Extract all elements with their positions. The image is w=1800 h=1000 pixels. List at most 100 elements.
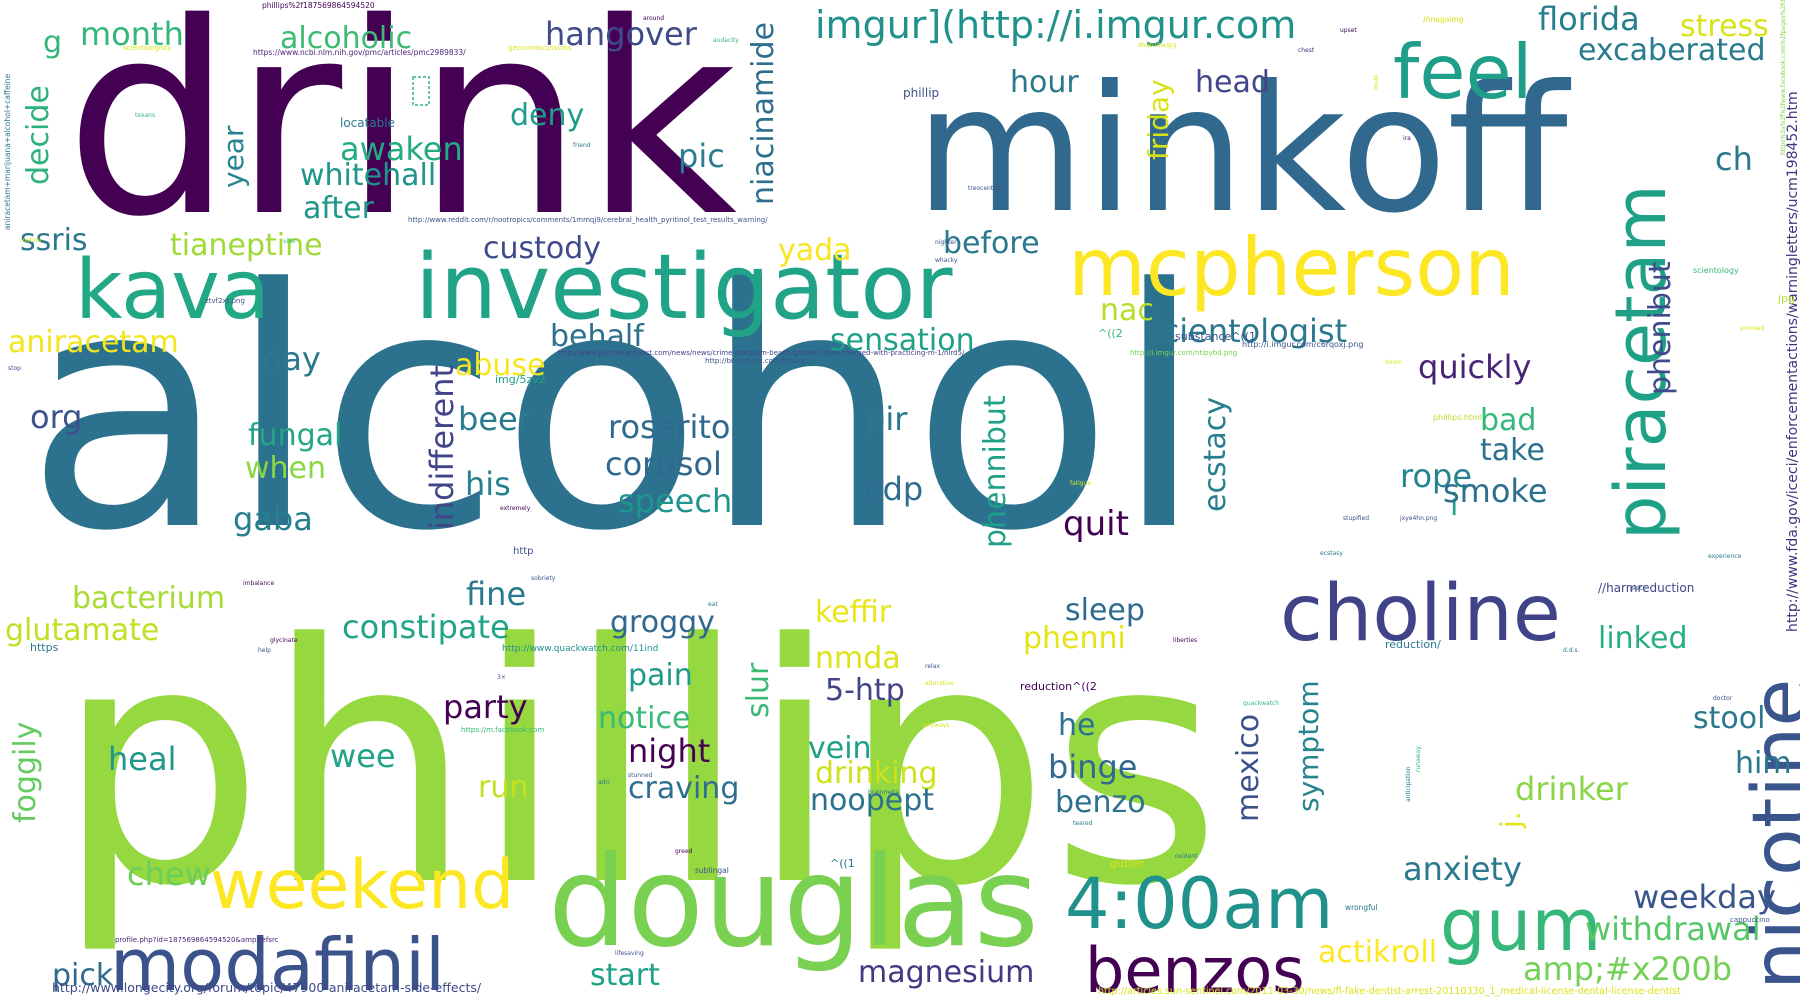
cloud-word: feel: [1393, 28, 1533, 116]
cloud-word: gum: [1440, 883, 1601, 967]
cloud-word: hangover: [545, 15, 698, 53]
cloud-word: sensation: [830, 323, 975, 358]
cloud-word: groggy: [610, 605, 715, 640]
cloud-word: amp;#x200b: [1523, 950, 1732, 988]
cloud-word: http://www.palmbeachpost.com/news/news/c…: [558, 349, 965, 357]
cloud-word: aniracetam: [8, 325, 179, 360]
decorative-box-icon: [412, 76, 430, 106]
cloud-word: vids: [283, 238, 295, 245]
cloud-word: slur: [741, 662, 776, 718]
cloud-word: stunned: [628, 772, 653, 779]
cloud-word: constipate: [342, 608, 510, 646]
cloud-word: stupified: [1343, 515, 1369, 522]
cloud-word: proceed: [1740, 325, 1764, 332]
cloud-word: oxident: [1175, 853, 1198, 860]
cloud-word: stop: [8, 365, 21, 372]
cloud-word: symptom: [1292, 680, 1325, 812]
cloud-word: 5-htp: [825, 673, 905, 708]
cloud-word: wrongful: [1345, 903, 1378, 912]
cloud-word: day: [262, 340, 321, 378]
cloud-word: drinking: [815, 756, 938, 791]
cloud-word: friend: [573, 142, 591, 149]
cloud-word: substance^((1: [1175, 330, 1256, 343]
cloud-word: yada: [778, 233, 852, 268]
cloud-word: fine: [466, 575, 526, 613]
cloud-word: pain: [628, 658, 693, 693]
cloud-word: piracetam: [1600, 184, 1682, 540]
cloud-word: jpg: [1777, 292, 1795, 305]
cloud-word: sleep: [1065, 593, 1145, 628]
cloud-word: mcpherson: [1068, 221, 1515, 314]
cloud-word: vein: [808, 731, 872, 766]
cloud-word: http://i.imgur.com/ntipybd.png: [1130, 349, 1237, 357]
cloud-word: rosarito: [608, 408, 730, 446]
cloud-word: ecstacy: [1198, 397, 1233, 512]
cloud-word: audacity: [713, 37, 739, 44]
cloud-word: http://www.reddit.com/r/nootropics/comme…: [408, 216, 768, 224]
cloud-word: whacky: [935, 257, 958, 264]
cloud-word: http://i.imgur.com/c6rqoxj.png: [1242, 340, 1363, 349]
cloud-word: texans: [135, 112, 155, 119]
cloud-word: gutter: [1110, 857, 1144, 870]
cloud-word: choline: [1280, 569, 1561, 659]
cloud-word: take: [1480, 433, 1545, 468]
cloud-word: hour: [1010, 65, 1079, 100]
cloud-word: sobriety: [531, 575, 556, 582]
cloud-word: brainmeta: [868, 789, 899, 796]
cloud-word: jxye4hn.png: [1399, 515, 1437, 522]
cloud-word: alcohol: [25, 219, 1205, 603]
cloud-word: 3×: [497, 674, 506, 681]
cloud-word: speech: [618, 482, 732, 520]
cloud-word: help: [258, 647, 271, 654]
cloud-word: phillip: [903, 86, 939, 100]
cloud-word: glycinate: [270, 637, 298, 644]
cloud-word: ira: [1403, 135, 1411, 142]
cloud-word: magnesium: [858, 955, 1034, 990]
cloud-word: http://www.fda.gov/iceci/enforcementacti…: [1785, 91, 1800, 632]
cloud-word: cdp: [865, 470, 923, 508]
cloud-word: //magaimg: [1423, 15, 1464, 24]
cloud-word: greed: [675, 848, 693, 855]
cloud-word: before: [943, 226, 1040, 261]
cloud-word: weekend: [210, 846, 514, 925]
cloud-word: binge: [1048, 748, 1137, 786]
cloud-word: excaberated: [1578, 33, 1766, 68]
cloud-word: friday: [1142, 79, 1175, 160]
cloud-word: runaway: [1415, 746, 1422, 772]
cloud-word: withdrawal: [1585, 910, 1761, 948]
cloud-word: modafinil: [110, 923, 445, 1000]
cloud-word: piece: [1630, 585, 1646, 592]
cloud-word: his: [465, 465, 511, 503]
cloud-word: scientologist: [1145, 312, 1347, 350]
cloud-word: party: [443, 688, 528, 726]
cloud-word: anyways: [923, 722, 949, 729]
cloud-word: tianeptine: [170, 228, 323, 263]
cloud-word: upset: [1340, 27, 1357, 34]
cloud-word: douglas: [548, 830, 1039, 975]
cloud-word: g: [43, 25, 62, 60]
cloud-word: keffir: [815, 595, 892, 630]
cloud-word: alterative: [925, 680, 954, 687]
cloud-word: wee: [330, 737, 396, 775]
cloud-word: ssris: [20, 223, 88, 258]
cloud-word: j.: [1494, 811, 1527, 829]
cloud-word: anxiety: [1403, 850, 1522, 888]
cloud-word: alcoholic: [280, 21, 412, 56]
cloud-word: //harmreduction: [1598, 581, 1694, 595]
cloud-word: org: [30, 398, 82, 436]
cloud-word: quickly: [1418, 348, 1531, 386]
cloud-word: drinker: [1515, 770, 1629, 808]
cloud-word: d.d.s.: [1563, 647, 1580, 654]
cloud-word: benzos: [1085, 934, 1305, 1000]
cloud-word: teared: [1073, 820, 1093, 827]
cloud-word: scientology: [1693, 266, 1739, 275]
cloud-word: https: [30, 641, 59, 654]
cloud-word: phillips%2f187569864594520: [262, 1, 375, 10]
cloud-word: ch: [1715, 140, 1753, 178]
cloud-word: stool: [1693, 701, 1765, 736]
cloud-word: phenibut: [1643, 261, 1678, 395]
cloud-word: he: [1058, 708, 1095, 743]
cloud-word: beer: [458, 400, 532, 438]
